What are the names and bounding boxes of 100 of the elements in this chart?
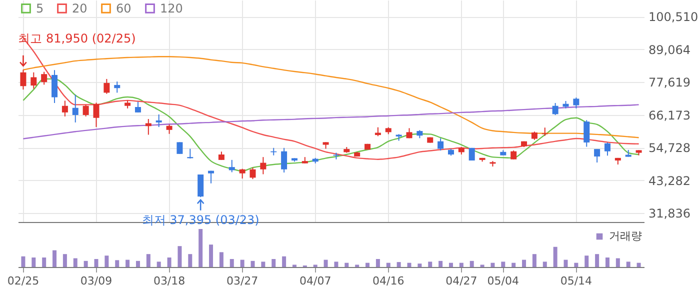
candlestick [198, 174, 204, 198]
bar [73, 258, 78, 267]
bar [52, 250, 57, 267]
x-tick-label: 03/27 [226, 274, 258, 288]
bar [136, 260, 140, 267]
candlestick [134, 101, 141, 113]
bar [366, 262, 370, 267]
bar [250, 260, 255, 267]
bar [428, 262, 432, 267]
bar [448, 262, 453, 267]
bar [407, 262, 412, 267]
x-tick-label: 05/04 [487, 274, 519, 288]
bar [94, 259, 98, 267]
bar [230, 259, 234, 267]
bar [418, 264, 422, 267]
bar [126, 260, 130, 267]
bar [240, 260, 244, 267]
bar [261, 262, 266, 267]
candlestick [239, 168, 246, 180]
bar [198, 229, 203, 267]
bar [344, 262, 349, 267]
bar [156, 262, 161, 267]
bar [522, 260, 526, 267]
x-tick-label: 03/18 [153, 274, 186, 288]
bar [21, 256, 26, 267]
y-tick-label: 100,510 [648, 10, 698, 24]
bar [62, 254, 67, 267]
bar [574, 262, 578, 267]
candlestick [41, 71, 48, 86]
candlestick [281, 147, 288, 174]
candlestick [573, 97, 580, 109]
bar [512, 262, 516, 267]
y-tick-label: 54,728 [648, 141, 690, 156]
legend-label: 5 [36, 1, 44, 16]
candlestick [82, 104, 89, 117]
candlestick [594, 148, 600, 163]
bar [178, 246, 182, 267]
bar [334, 262, 338, 267]
bar [532, 254, 536, 267]
candlestick [93, 102, 100, 128]
candlestick [208, 170, 214, 184]
candlestick [104, 78, 110, 94]
bar [146, 254, 150, 267]
x-tick-label: 04/27 [446, 274, 478, 288]
candlestick [438, 138, 444, 151]
bar [104, 256, 109, 267]
x-tick-label: 05/14 [560, 274, 592, 288]
bar [553, 246, 558, 267]
bar [115, 260, 120, 267]
candlestick [260, 156, 266, 175]
candlestick [114, 81, 120, 94]
bar [42, 258, 46, 267]
bar [605, 258, 610, 267]
bar [459, 262, 464, 267]
x-tick-label: 02/25 [7, 274, 40, 288]
candlestick [72, 94, 78, 123]
candlestick [604, 142, 610, 156]
bar [564, 260, 568, 267]
bar [219, 252, 224, 267]
bar [376, 259, 380, 267]
bar [272, 259, 276, 267]
line-series [22, 104, 640, 140]
candlestick [228, 159, 235, 173]
bar [386, 262, 390, 267]
bar [324, 260, 328, 267]
candlestick [52, 70, 58, 104]
bar [188, 254, 192, 267]
legend-label: 거래량 [609, 230, 642, 242]
candlestick [156, 114, 162, 128]
candlestick [250, 167, 256, 180]
x-tick-label: 04/07 [300, 274, 332, 288]
y-tick-label: 43,282 [648, 174, 690, 188]
bar [542, 262, 547, 267]
x-tick-label: 03/09 [80, 274, 112, 288]
bar [396, 262, 401, 267]
y-tick-label: 89,064 [648, 42, 690, 57]
legend-label: 120 [160, 1, 183, 16]
bar [209, 244, 214, 267]
bar [32, 258, 36, 267]
bar [282, 256, 286, 267]
y-tick-label: 77,619 [648, 76, 690, 90]
legend-label: 20 [72, 1, 88, 16]
bar [167, 258, 172, 267]
bar [584, 256, 589, 267]
candlestick [166, 124, 172, 134]
bar [490, 262, 495, 267]
candlestick [468, 147, 475, 161]
candlestick [62, 100, 68, 117]
bar [438, 260, 443, 267]
x-tick-label: 04/16 [372, 274, 404, 288]
candlestick [584, 120, 590, 148]
bar [636, 262, 641, 267]
candlestick [552, 102, 558, 116]
candlestick [20, 69, 26, 90]
candlestick [30, 72, 37, 90]
legend-label: 60 [116, 1, 132, 16]
bar [626, 262, 630, 267]
bar [501, 262, 506, 267]
bar [470, 260, 474, 267]
annotation: 최고 81,950 (02/25) [18, 32, 136, 46]
